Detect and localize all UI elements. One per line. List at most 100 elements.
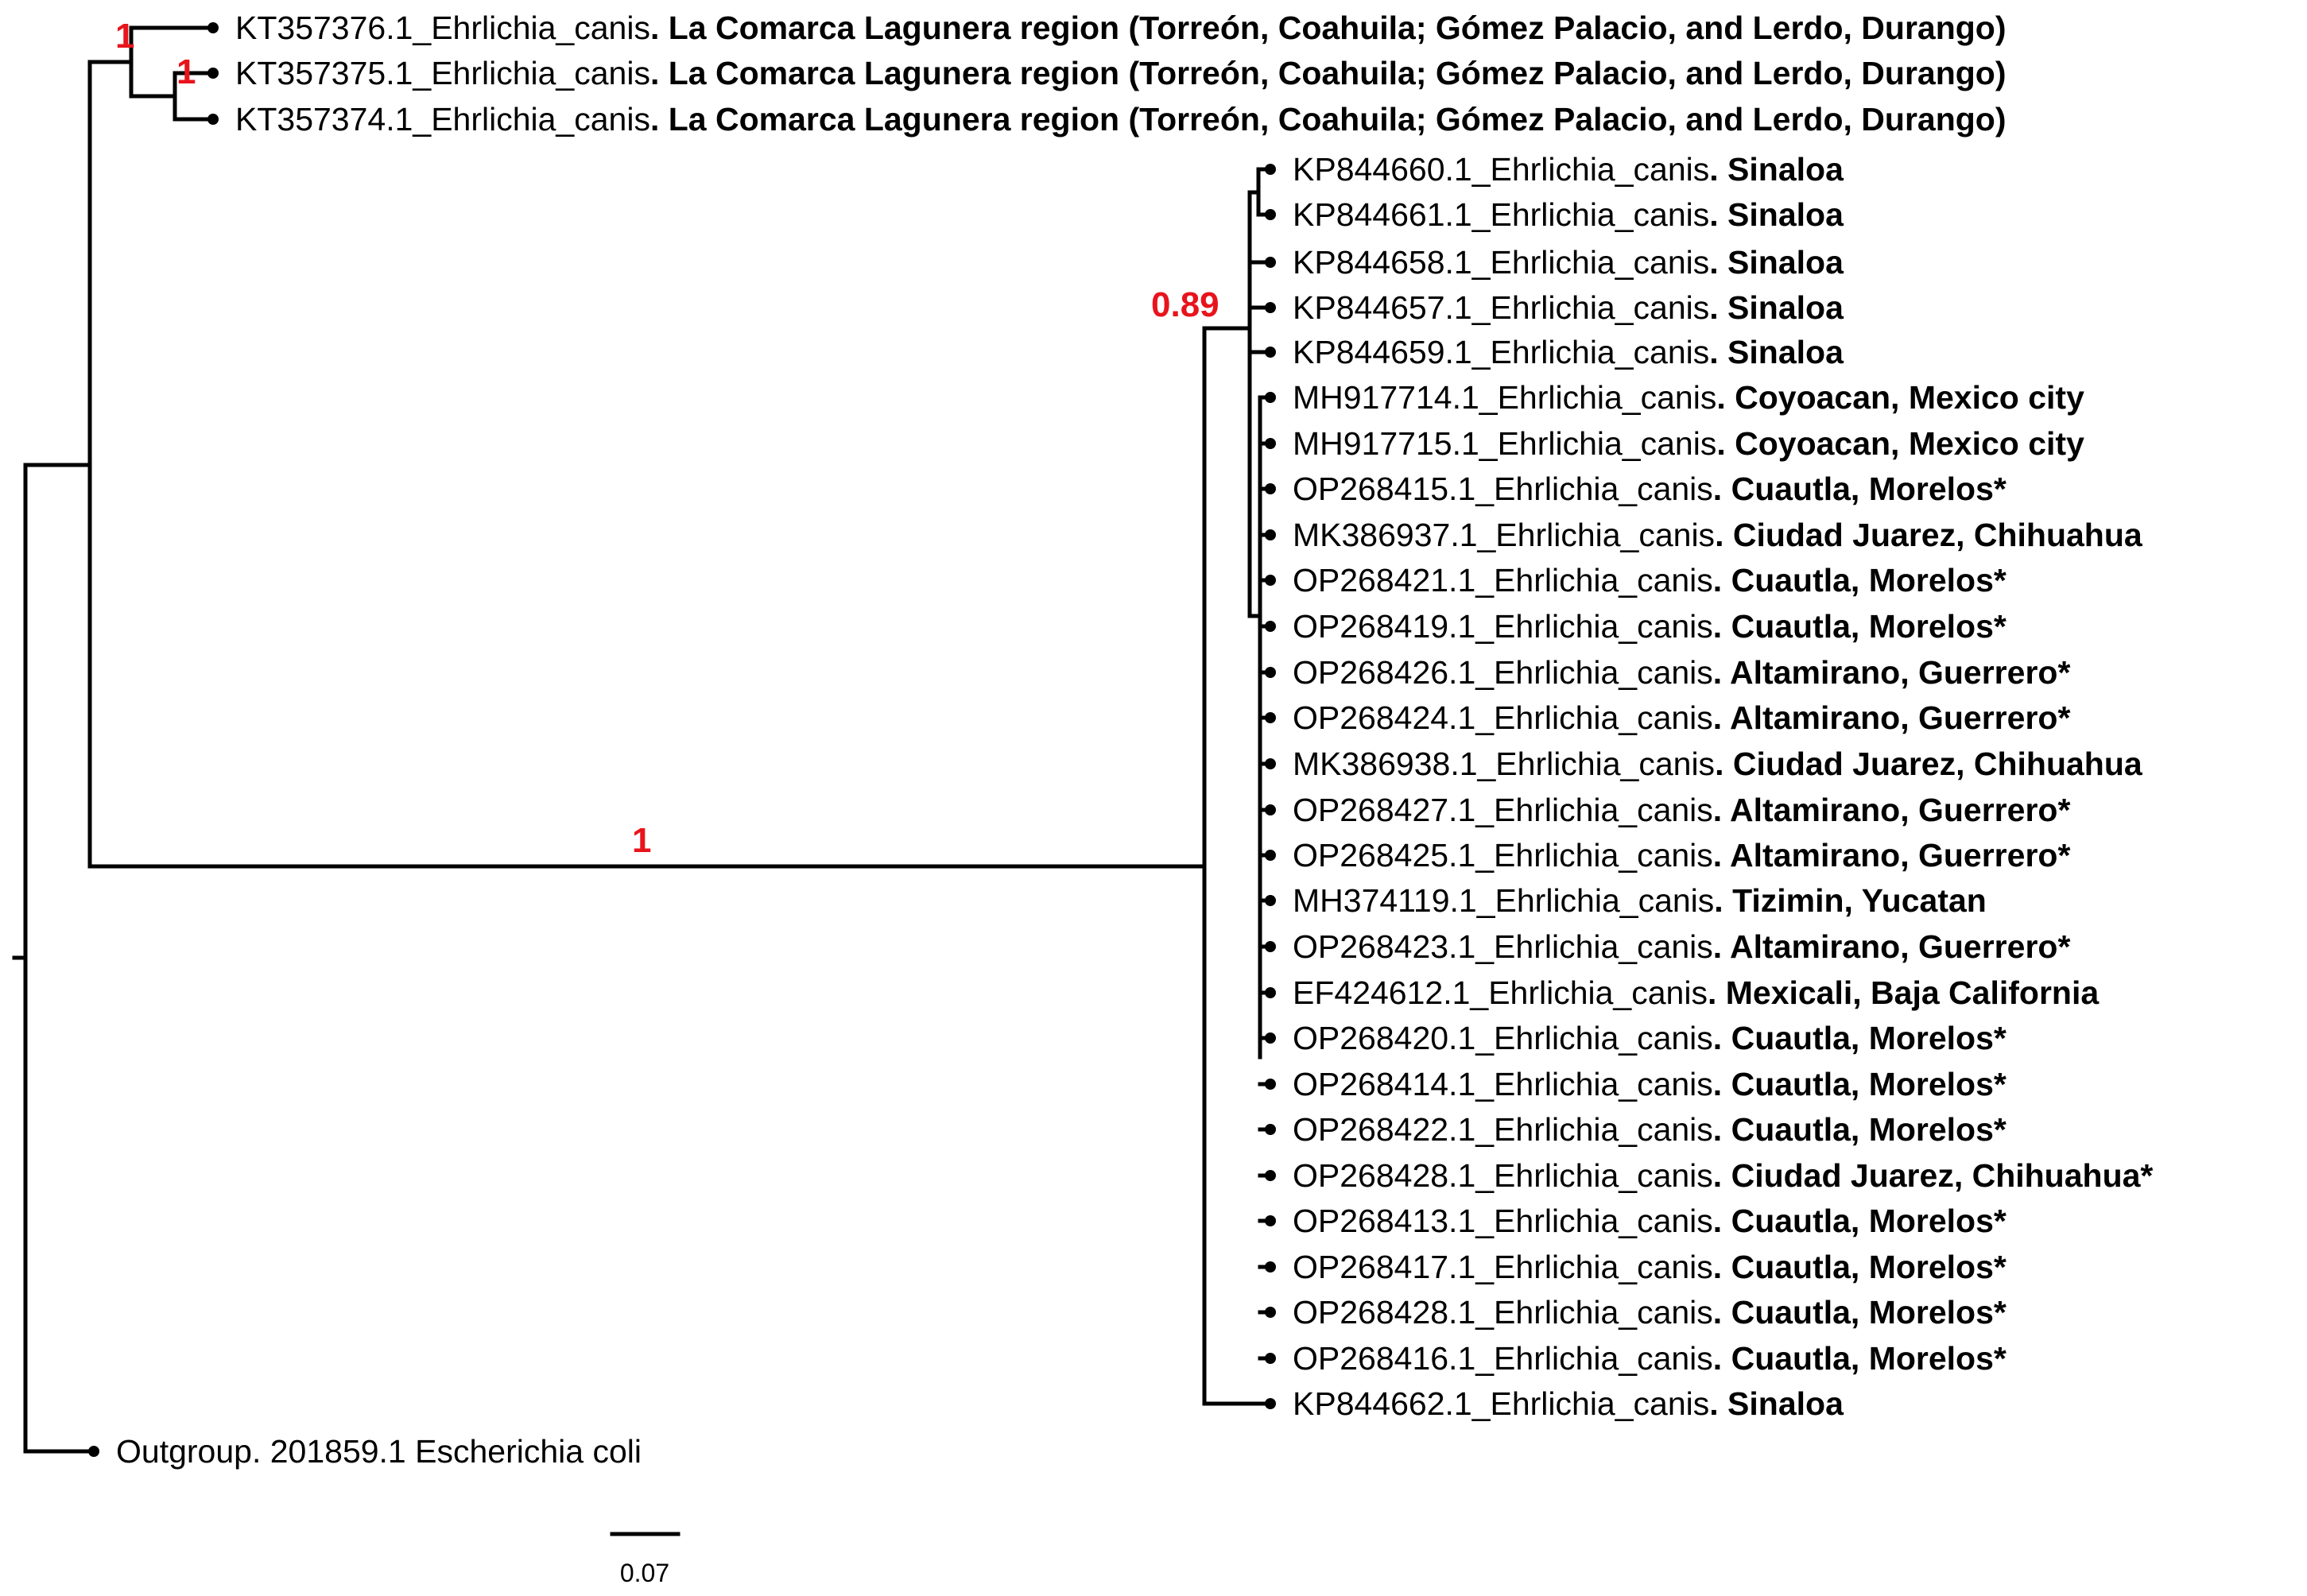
taxon-accession: OP268420.1_Ehrlichia_canis	[1293, 1020, 1713, 1056]
taxon-label: OP268422.1_Ehrlichia_canis. Cuautla, Mor…	[1293, 1111, 2007, 1148]
tip-node	[1265, 209, 1276, 220]
tip-node	[1265, 438, 1276, 449]
tip-node	[207, 22, 219, 33]
tip-node	[1265, 1353, 1276, 1364]
taxon-accession: OP268428.1_Ehrlichia_canis	[1293, 1294, 1713, 1331]
tip-node	[1265, 575, 1276, 586]
taxon-location: . Cuautla, Morelos*	[1713, 471, 2007, 507]
taxon-label: KP844657.1_Ehrlichia_canis. Sinaloa	[1293, 289, 1844, 326]
taxon-location: . Sinaloa	[1709, 1385, 1844, 1422]
taxon-accession: OP268417.1_Ehrlichia_canis	[1293, 1249, 1713, 1285]
tip-node	[1265, 392, 1276, 403]
tip-node	[88, 1446, 99, 1457]
taxon-accession: MK386937.1_Ehrlichia_canis	[1293, 517, 1715, 553]
taxon-accession: KP844659.1_Ehrlichia_canis	[1293, 334, 1709, 370]
taxon-accession: OP268424.1_Ehrlichia_canis	[1293, 699, 1713, 736]
taxon-label: KP844659.1_Ehrlichia_canis. Sinaloa	[1293, 334, 1844, 370]
tip-node	[1265, 895, 1276, 906]
taxon-location: . Altamirano, Guerrero*	[1713, 699, 2071, 736]
taxon-label: MK386937.1_Ehrlichia_canis. Ciudad Juare…	[1293, 517, 2143, 553]
taxon-accession: OP268414.1_Ehrlichia_canis	[1293, 1066, 1713, 1102]
taxon-label: KP844660.1_Ehrlichia_canis. Sinaloa	[1293, 151, 1844, 188]
taxon-label: OP268415.1_Ehrlichia_canis. Cuautla, Mor…	[1293, 471, 2007, 507]
tip-node	[1265, 1215, 1276, 1226]
tip-node	[1265, 529, 1276, 540]
taxon-label: KP844662.1_Ehrlichia_canis. Sinaloa	[1293, 1385, 1844, 1422]
taxon-label: OP268428.1_Ehrlichia_canis. Cuautla, Mor…	[1293, 1294, 2007, 1331]
taxon-location: . Ciudad Juarez, Chihuahua*	[1713, 1157, 2154, 1194]
taxon-location: . Coyoacan, Mexico city	[1716, 425, 2084, 462]
tree-branches	[12, 25, 1273, 1454]
tip-node	[1265, 941, 1276, 952]
taxon-label: KT357376.1_Ehrlichia_canis. La Comarca L…	[235, 10, 2007, 46]
taxon-label: OP268428.1_Ehrlichia_canis. Ciudad Juare…	[1293, 1157, 2153, 1194]
taxon-label: OP268427.1_Ehrlichia_canis. Altamirano, …	[1293, 792, 2070, 828]
tip-node	[1265, 621, 1276, 632]
taxon-label: OP268423.1_Ehrlichia_canis. Altamirano, …	[1293, 928, 2070, 965]
taxon-location: . Coyoacan, Mexico city	[1716, 379, 2084, 416]
taxon-label: MH917715.1_Ehrlichia_canis. Coyoacan, Me…	[1293, 425, 2084, 462]
taxon-label: KT357374.1_Ehrlichia_canis. La Comarca L…	[235, 101, 2007, 138]
taxon-accession: EF424612.1_Ehrlichia_canis	[1293, 974, 1708, 1011]
tip-node	[1265, 1124, 1276, 1135]
taxon-accession: OP268416.1_Ehrlichia_canis	[1293, 1340, 1713, 1377]
taxon-accession: MH374119.1_Ehrlichia_canis	[1293, 882, 1714, 919]
tip-node	[1265, 164, 1276, 175]
tip-node	[1265, 347, 1276, 358]
support-value-mexico-clade: 1	[632, 821, 651, 860]
taxon-location: . La Comarca Lagunera region (Torreón, C…	[650, 10, 2007, 46]
taxon-label: KP844661.1_Ehrlichia_canis. Sinaloa	[1293, 196, 1844, 233]
taxon-label: OP268419.1_Ehrlichia_canis. Cuautla, Mor…	[1293, 608, 2007, 645]
taxon-location: . La Comarca Lagunera region (Torreón, C…	[650, 55, 2007, 91]
taxon-location: . Mexicali, Baja California	[1708, 974, 2100, 1011]
tip-node	[1265, 1398, 1276, 1409]
taxon-location: . Cuautla, Morelos*	[1713, 1020, 2007, 1056]
taxon-accession: OP268425.1_Ehrlichia_canis	[1293, 837, 1713, 874]
tip-node	[1265, 987, 1276, 998]
tree-tips	[88, 22, 1276, 1457]
taxon-location: . Cuautla, Morelos*	[1713, 1066, 2007, 1102]
taxon-location: . Cuautla, Morelos*	[1713, 1203, 2007, 1239]
tip-node	[1265, 1170, 1276, 1181]
taxon-accession: OP268421.1_Ehrlichia_canis	[1293, 562, 1713, 598]
taxon-accession: MH917714.1_Ehrlichia_canis	[1293, 379, 1716, 416]
tip-node	[207, 68, 219, 79]
taxon-label: OP268417.1_Ehrlichia_canis. Cuautla, Mor…	[1293, 1249, 2007, 1285]
taxon-accession: KT357374.1_Ehrlichia_canis	[235, 101, 650, 138]
taxon-label: OP268413.1_Ehrlichia_canis. Cuautla, Mor…	[1293, 1203, 2007, 1239]
taxon-location: . Sinaloa	[1709, 151, 1844, 188]
taxon-location: . Cuautla, Morelos*	[1713, 1111, 2007, 1148]
tip-node	[1265, 1032, 1276, 1044]
tip-node	[1265, 850, 1276, 861]
taxon-location: . Altamirano, Guerrero*	[1713, 792, 2071, 828]
taxon-location: . Sinaloa	[1709, 334, 1844, 370]
scale-bar: 0.07	[610, 1532, 680, 1587]
taxon-label: MH917714.1_Ehrlichia_canis. Coyoacan, Me…	[1293, 379, 2084, 416]
taxon-accession: OP268423.1_Ehrlichia_canis	[1293, 928, 1713, 965]
taxon-label: OP268424.1_Ehrlichia_canis. Altamirano, …	[1293, 699, 2070, 736]
scale-bar-label: 0.07	[620, 1559, 669, 1587]
taxon-label: OP268416.1_Ehrlichia_canis. Cuautla, Mor…	[1293, 1340, 2007, 1377]
taxon-label: OP268414.1_Ehrlichia_canis. Cuautla, Mor…	[1293, 1066, 2007, 1102]
tip-node	[207, 114, 219, 125]
taxon-location: . Ciudad Juarez, Chihuahua	[1715, 517, 2143, 553]
tip-node	[1265, 483, 1276, 494]
taxon-accession: MK386938.1_Ehrlichia_canis	[1293, 746, 1715, 782]
taxon-location: . Cuautla, Morelos*	[1713, 608, 2007, 645]
taxon-label: KP844658.1_Ehrlichia_canis. Sinaloa	[1293, 244, 1844, 281]
tip-node	[1265, 1307, 1276, 1318]
tip-node	[1265, 712, 1276, 723]
taxon-accession: KT357375.1_Ehrlichia_canis	[235, 55, 650, 91]
taxon-accession: OP268427.1_Ehrlichia_canis	[1293, 792, 1713, 828]
taxon-label: OP268421.1_Ehrlichia_canis. Cuautla, Mor…	[1293, 562, 2007, 598]
taxon-accession: OP268422.1_Ehrlichia_canis	[1293, 1111, 1713, 1148]
tip-node	[1265, 804, 1276, 815]
taxon-location: . Cuautla, Morelos*	[1713, 1249, 2007, 1285]
taxon-accession: KP844661.1_Ehrlichia_canis	[1293, 196, 1709, 233]
taxon-accession: KP844662.1_Ehrlichia_canis	[1293, 1385, 1709, 1422]
taxon-location: . Sinaloa	[1709, 244, 1844, 281]
taxon-accession: KT357376.1_Ehrlichia_canis	[235, 10, 650, 46]
taxon-label: OP268425.1_Ehrlichia_canis. Altamirano, …	[1293, 837, 2070, 874]
taxon-accession: OP268428.1_Ehrlichia_canis	[1293, 1157, 1713, 1194]
